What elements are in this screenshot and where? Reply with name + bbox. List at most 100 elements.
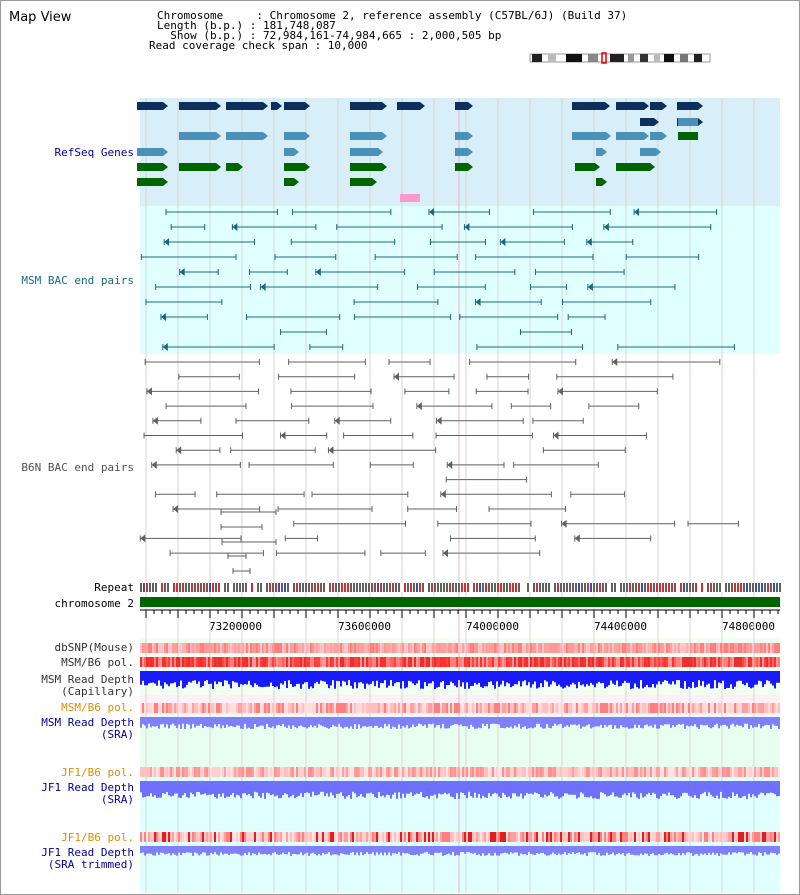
jf1-trim-depth-bar	[142, 846, 144, 853]
jf1-pol2-heat-cell	[488, 832, 490, 842]
jf1-pol-heat-cell	[300, 767, 302, 777]
repeat-element	[539, 583, 541, 592]
jf1-trim-depth-bar	[238, 846, 240, 855]
msm-cap-depth-bar	[412, 671, 414, 684]
msm-sra-depth-bar	[506, 717, 508, 727]
msm-bac-track-label[interactable]: MSM BAC end pairs	[21, 274, 134, 287]
msm-cap-depth-bar	[640, 671, 642, 681]
show-range-info: Show (b.p.) : 72,984,161-74,984,665 : 2,…	[157, 29, 502, 42]
dbsnp-heat-cell	[766, 643, 768, 653]
jf1-pol-heat-cell	[600, 767, 602, 777]
dbsnp-heat-cell	[554, 643, 556, 653]
msm-cap-depth-bar	[486, 671, 488, 687]
msm-pol-heat-cell	[426, 657, 428, 667]
jf1-sra-depth-bar	[532, 781, 534, 795]
jf1-pol-heat-cell	[738, 767, 740, 777]
msm-pol-heat-cell	[212, 657, 214, 667]
refseq-gene-arrow	[644, 102, 649, 110]
jf1-pol2-heat-cell	[208, 832, 210, 842]
refseq-gene	[284, 148, 294, 156]
jf1-sra-depth-bar	[488, 781, 490, 794]
jf1-pol2-heat-cell	[756, 832, 758, 842]
msm-pol-heat-cell	[708, 657, 710, 667]
dbsnp-heat-cell	[240, 643, 242, 653]
jf1-sra-depth-bar	[638, 781, 640, 799]
jf1-pol2-heat-cell	[754, 832, 756, 842]
jf1-pol-heat-cell	[230, 767, 232, 777]
jf1-trim-depth-bar	[518, 846, 520, 856]
jf1-trim-depth-bar	[512, 846, 514, 854]
jf1-trim-depth-bar	[344, 846, 346, 855]
dbsnp-heat-cell	[254, 643, 256, 653]
jf1-sra-depth-bar	[202, 781, 204, 795]
jf1-sra-depth-bar	[394, 781, 396, 793]
dbsnp-heat-cell	[354, 643, 356, 653]
msm-pol2-heat-cell	[734, 703, 736, 713]
repeat-element	[233, 583, 235, 592]
jf1-sra-depth-bar	[262, 781, 264, 794]
jf1-trim-depth-bar	[714, 846, 716, 855]
jf1-pol-heat-cell	[622, 767, 624, 777]
jf1-pol2-heat-cell	[188, 832, 190, 842]
msm-pol2-heat-cell	[710, 703, 712, 713]
jf1-trim-depth-bar	[486, 846, 488, 855]
repeat-element	[500, 583, 502, 592]
msm-pol2-heat-cell	[220, 703, 222, 713]
jf1-pol-heat-cell	[652, 767, 654, 777]
dbsnp-heat-cell	[508, 643, 510, 653]
jf1-trim-depth-bar	[522, 846, 524, 855]
jf1-pol-heat-cell	[724, 767, 726, 777]
jf1-sra-depth-bar	[400, 781, 402, 799]
repeat-element	[281, 583, 283, 592]
jf1-sra-depth-bar	[498, 781, 500, 797]
jf1-pol2-heat-cell	[686, 832, 688, 842]
dbsnp-heat-cell	[682, 643, 684, 653]
msm-pol-heat-cell	[724, 657, 726, 667]
jf1-pol-heat-cell	[278, 767, 280, 777]
msm-cap-depth-bar	[396, 671, 398, 683]
jf1-pol-heat-cell	[384, 767, 386, 777]
msm-cap-depth-bar	[328, 671, 330, 689]
jf1-pol2-heat-cell	[588, 832, 590, 842]
chromosome-ideogram[interactable]	[528, 52, 714, 64]
jf1-trim-depth-bar	[424, 846, 426, 853]
jf1-pol2-heat-cell	[252, 832, 254, 842]
msm-pol-heat-cell	[270, 657, 272, 667]
b6n-bac-track-label[interactable]: B6N BAC end pairs	[21, 461, 134, 474]
jf1-pol-heat-cell	[458, 767, 460, 777]
msm-sra-depth-bar	[418, 717, 420, 724]
jf1-trim-depth-bar	[448, 846, 450, 854]
jf1-sra-depth-bar	[226, 781, 228, 797]
refseq-track-label[interactable]: RefSeq Genes	[54, 146, 134, 159]
jf1-pol-track-label: JF1/B6 pol.	[61, 766, 134, 779]
jf1-pol2-heat-cell	[474, 832, 476, 842]
msm-pol2-heat-cell	[512, 703, 514, 713]
msm-pol-heat-cell	[242, 657, 244, 667]
msm-cap-depth-bar	[416, 671, 418, 684]
jf1-depth-trim-sub-label: (SRA trimmed)	[47, 858, 134, 871]
msm-pol-heat-cell	[716, 657, 718, 667]
jf1-pol-heat-cell	[484, 767, 486, 777]
dbsnp-heat-cell	[170, 643, 172, 653]
dbsnp-heat-cell	[474, 643, 476, 653]
jf1-pol-heat-cell	[570, 767, 572, 777]
jf1-pol-heat-cell	[172, 767, 174, 777]
msm-cap-depth-bar	[682, 671, 684, 689]
repeat-element	[554, 583, 556, 592]
msm-sra-depth-bar	[376, 717, 378, 726]
jf1-pol-heat-cell	[250, 767, 252, 777]
msm-bac-pair-arrow	[603, 223, 609, 231]
jf1-trim-depth-bar	[450, 846, 452, 856]
jf1-trim-depth-bar	[432, 846, 434, 856]
jf1-pol2-heat-cell	[322, 832, 324, 842]
msm-sra-depth-bar	[358, 717, 360, 725]
msm-pol2-heat-cell	[158, 703, 160, 713]
jf1-trim-depth-bar	[710, 846, 712, 855]
msm-pol2-heat-cell	[430, 703, 432, 713]
jf1-pol-heat-cell	[506, 767, 508, 777]
msm-cap-depth-bar	[452, 671, 454, 684]
jf1-trim-depth-bar	[734, 846, 736, 853]
msm-pol2-heat-cell	[250, 703, 252, 713]
jf1-sra-depth-bar	[612, 781, 614, 793]
